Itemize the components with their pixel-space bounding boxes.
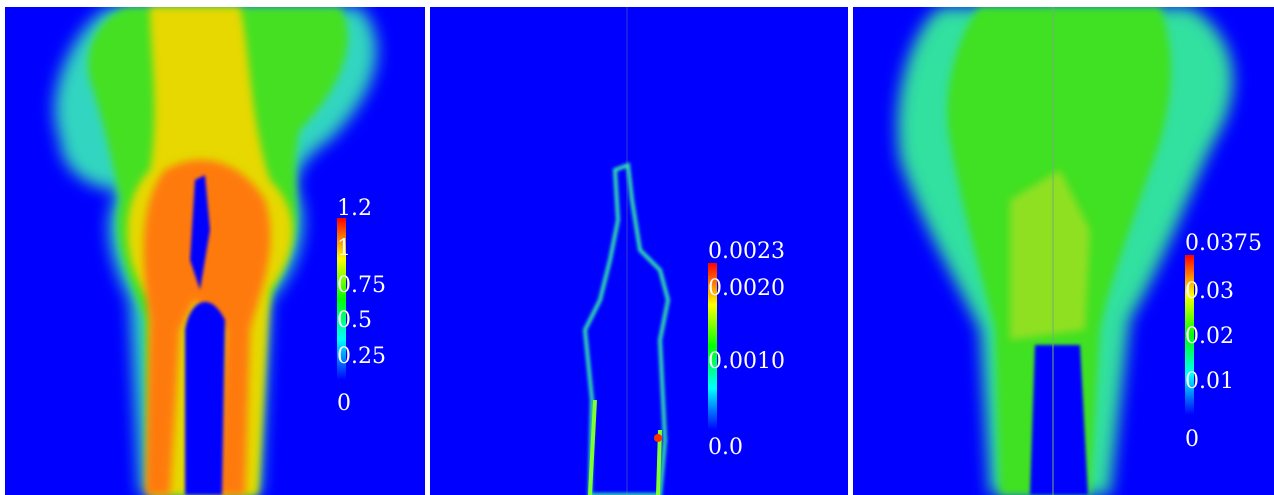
- colorbar-label: 1: [337, 236, 351, 261]
- panel-2-field: [430, 7, 848, 495]
- colorbar-label: 0.75: [337, 273, 386, 298]
- colorbar-label: 0.01: [1185, 369, 1234, 394]
- colorbar-label: 0.0375: [1185, 231, 1262, 256]
- colorbar-label: 0.0023: [708, 239, 785, 264]
- colorbar-1: [337, 218, 346, 380]
- colorbar-label: 0.25: [337, 344, 386, 369]
- colorbar-label: 0.0: [708, 435, 743, 460]
- colorbar-label: 0.02: [1185, 324, 1234, 349]
- colorbar-label: 0.0020: [708, 276, 785, 301]
- colorbar-2: [708, 263, 717, 430]
- colorbar-label: 0: [337, 391, 351, 416]
- panel-1-field: [5, 7, 425, 495]
- colorbar-3: [1185, 255, 1194, 415]
- panel-3-field: [853, 7, 1274, 495]
- colorbar-label: 0: [1185, 427, 1199, 452]
- colorbar-label: 1.2: [337, 196, 372, 221]
- colorbar-label: 0.03: [1185, 279, 1234, 304]
- colorbar-label: 0.0010: [708, 349, 785, 374]
- colorbar-label: 0.5: [337, 308, 372, 333]
